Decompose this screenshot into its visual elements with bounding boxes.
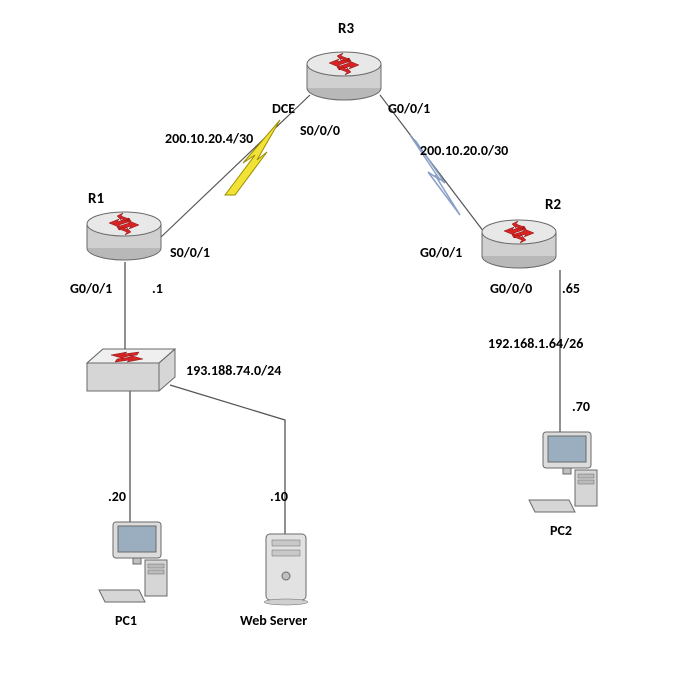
label-pc1-host: .20 xyxy=(108,488,126,505)
router-r3 xyxy=(305,50,383,102)
router-r2 xyxy=(480,218,558,270)
switch-icon xyxy=(85,345,177,395)
router-icon xyxy=(480,218,558,270)
pc2 xyxy=(525,430,605,516)
label-wan-right: 200.10.20.0/30 xyxy=(420,142,508,159)
label-lan-left: 193.188.74.0/24 xyxy=(186,362,281,379)
label-pc1: PC1 xyxy=(115,612,137,629)
server-icon xyxy=(260,530,312,606)
label-wan-left: 200.10.20.4/30 xyxy=(165,130,253,147)
label-r2-g001: G0/0/1 xyxy=(420,244,462,261)
pc-icon xyxy=(525,430,605,516)
label-s001: S0/0/1 xyxy=(170,244,210,261)
label-pc2-host: .70 xyxy=(572,398,590,415)
label-dce: DCE xyxy=(272,100,295,117)
label-r2: R2 xyxy=(545,196,561,214)
label-r2-host: .65 xyxy=(562,280,580,297)
label-web-host: .10 xyxy=(270,488,288,505)
pc1 xyxy=(95,520,175,606)
label-lan-right: 192.168.1.64/26 xyxy=(488,335,583,352)
web-server xyxy=(260,530,312,606)
label-webserver: Web Server xyxy=(240,612,307,629)
label-r2-g000: G0/0/0 xyxy=(490,280,532,297)
switch xyxy=(85,345,177,395)
label-r3: R3 xyxy=(338,20,354,38)
diagram-stage: R3 R1 R2 DCE S0/0/0 G0/0/1 200.10.20.4/3… xyxy=(0,0,700,682)
label-r1-host: .1 xyxy=(152,280,163,297)
label-r1-g001: G0/0/1 xyxy=(70,280,112,297)
router-icon xyxy=(85,210,163,262)
label-r3-g001: G0/0/1 xyxy=(388,100,430,117)
router-r1 xyxy=(85,210,163,262)
router-icon xyxy=(305,50,383,102)
label-s000: S0/0/0 xyxy=(300,122,340,139)
label-r1: R1 xyxy=(88,190,104,208)
label-pc2: PC2 xyxy=(550,522,572,539)
edge-sw1-web xyxy=(170,385,285,535)
pc-icon xyxy=(95,520,175,606)
